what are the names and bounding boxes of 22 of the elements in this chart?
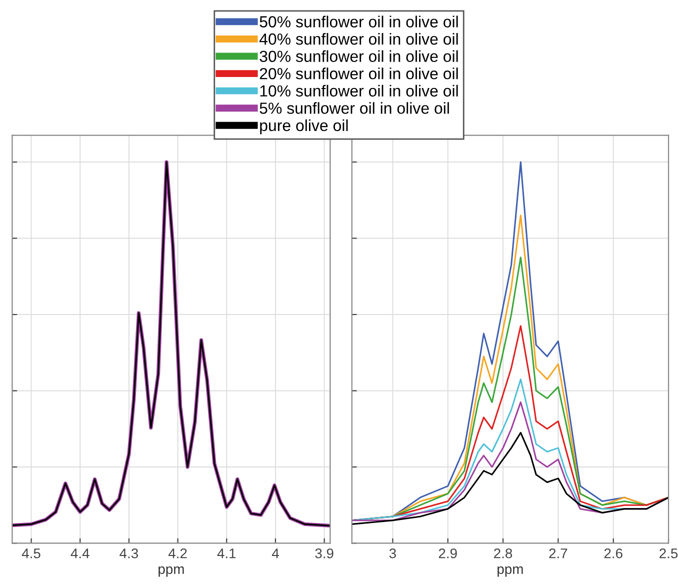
x-tick-label: 4.3 bbox=[120, 548, 138, 558]
legend-label: 40% sunflower oil in olive oil bbox=[259, 32, 458, 45]
x-tick-label: 2.5 bbox=[660, 548, 678, 558]
x-tick-label: 4.2 bbox=[168, 548, 187, 558]
x-tick-label: 2.8 bbox=[494, 548, 512, 558]
legend-label: 20% sunflower oil in olive oil bbox=[260, 68, 458, 80]
x-tick-label: 4.5 bbox=[22, 548, 40, 558]
legend-label: 10% sunflower oil in olive oil bbox=[260, 84, 458, 97]
x-tick-label: 3 bbox=[389, 548, 396, 558]
x-tick-label: 3.9 bbox=[315, 548, 334, 558]
x-tick-label: 4.4 bbox=[70, 548, 90, 558]
legend-label: 30% sunflower oil in olive oil bbox=[260, 50, 458, 62]
x-axis-title: ppm bbox=[498, 566, 523, 577]
x-tick-label: 2.6 bbox=[604, 548, 622, 558]
x-tick-label: 4.1 bbox=[217, 548, 236, 558]
x-axis-title: ppm bbox=[158, 566, 184, 577]
x-tick-label: 2.9 bbox=[438, 548, 457, 558]
x-tick-label: 4 bbox=[272, 548, 279, 558]
legend-label: 5% sunflower oil in olive oil bbox=[260, 102, 449, 114]
legend-label: 50% sunflower oil in olive oil bbox=[260, 16, 458, 28]
legend-label: pure olive oil bbox=[260, 119, 348, 134]
x-tick-label: 2.7 bbox=[549, 548, 568, 558]
